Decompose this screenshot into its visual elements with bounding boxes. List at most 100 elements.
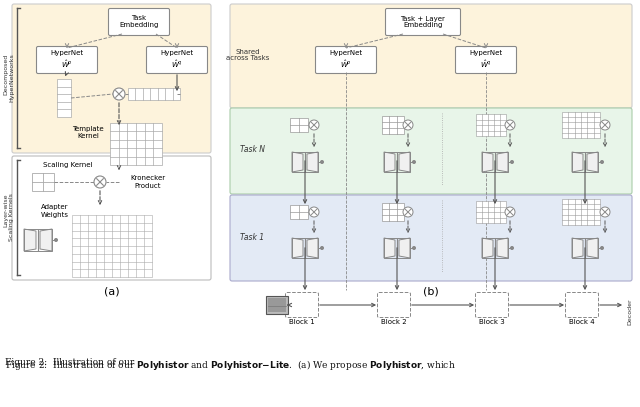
Text: Figure 2:  Illustration of our $\mathbf{Polyhistor}$ and $\mathbf{Polyhistor}$$\: Figure 2: Illustration of our $\mathbf{P…	[5, 358, 456, 372]
Circle shape	[505, 207, 515, 217]
Polygon shape	[482, 238, 493, 258]
Circle shape	[600, 247, 604, 249]
FancyBboxPatch shape	[476, 293, 509, 317]
Circle shape	[600, 120, 610, 130]
Bar	[266, 296, 288, 314]
FancyBboxPatch shape	[316, 46, 376, 74]
FancyBboxPatch shape	[230, 195, 632, 281]
Circle shape	[413, 247, 415, 249]
Text: (a): (a)	[104, 287, 120, 297]
Circle shape	[413, 160, 415, 164]
Bar	[382, 116, 404, 134]
Text: Block 4: Block 4	[569, 319, 595, 325]
Polygon shape	[307, 238, 318, 258]
Text: Adapter
Weights: Adapter Weights	[41, 204, 69, 217]
Polygon shape	[307, 152, 318, 172]
Bar	[292, 152, 318, 172]
Bar	[384, 238, 410, 258]
Bar	[292, 238, 318, 258]
FancyBboxPatch shape	[385, 9, 461, 35]
Polygon shape	[24, 229, 36, 251]
Bar	[384, 152, 410, 172]
Polygon shape	[40, 229, 52, 251]
Text: Decomposed
HyperNetworks: Decomposed HyperNetworks	[3, 54, 14, 103]
Bar	[382, 203, 404, 221]
FancyBboxPatch shape	[147, 46, 207, 74]
Polygon shape	[292, 238, 303, 258]
Bar	[268, 298, 286, 312]
Text: Task 1: Task 1	[240, 232, 264, 241]
Circle shape	[511, 247, 513, 249]
Text: Block 1: Block 1	[289, 319, 315, 325]
FancyBboxPatch shape	[456, 46, 516, 74]
Circle shape	[600, 160, 604, 164]
Text: (b): (b)	[423, 287, 439, 297]
FancyBboxPatch shape	[378, 293, 410, 317]
Polygon shape	[587, 238, 598, 258]
Text: HyperNet
$\hat{W}^p$: HyperNet $\hat{W}^p$	[51, 50, 84, 70]
Text: Block 2: Block 2	[381, 319, 407, 325]
Text: Layer-wise
Scaling Kernels: Layer-wise Scaling Kernels	[3, 194, 14, 241]
Circle shape	[94, 176, 106, 188]
Circle shape	[54, 239, 58, 241]
FancyBboxPatch shape	[109, 9, 170, 35]
Text: Block 3: Block 3	[479, 319, 505, 325]
Polygon shape	[497, 238, 508, 258]
Bar	[72, 215, 152, 277]
Bar	[572, 152, 598, 172]
Text: Scaling Kernel: Scaling Kernel	[44, 162, 93, 168]
Text: Figure 2:  Illustration of our: Figure 2: Illustration of our	[5, 358, 137, 367]
Bar	[290, 118, 308, 132]
Polygon shape	[482, 152, 493, 172]
Bar	[290, 205, 308, 219]
Polygon shape	[384, 238, 395, 258]
FancyBboxPatch shape	[285, 293, 319, 317]
Circle shape	[505, 120, 515, 130]
Polygon shape	[292, 152, 303, 172]
Bar	[482, 152, 508, 172]
Circle shape	[321, 160, 323, 164]
FancyBboxPatch shape	[230, 108, 632, 194]
Circle shape	[511, 160, 513, 164]
Bar	[128, 88, 180, 100]
Polygon shape	[399, 152, 410, 172]
Circle shape	[309, 207, 319, 217]
FancyBboxPatch shape	[12, 156, 211, 280]
FancyBboxPatch shape	[36, 46, 97, 74]
Polygon shape	[384, 152, 395, 172]
Text: HyperNet
$\hat{W}^q$: HyperNet $\hat{W}^q$	[161, 50, 193, 70]
Text: Task N: Task N	[239, 145, 264, 155]
Circle shape	[600, 207, 610, 217]
Bar	[57, 79, 71, 117]
Text: HyperNet
$\hat{W}^p$: HyperNet $\hat{W}^p$	[330, 50, 363, 70]
Circle shape	[403, 207, 413, 217]
Bar	[476, 201, 506, 223]
Bar	[24, 229, 52, 251]
Polygon shape	[572, 152, 583, 172]
Text: Decoder: Decoder	[627, 298, 632, 325]
Text: Kronecker
Product: Kronecker Product	[131, 175, 166, 188]
FancyBboxPatch shape	[566, 293, 598, 317]
Bar	[572, 238, 598, 258]
Bar	[32, 173, 54, 191]
Text: Task
Embedding: Task Embedding	[119, 15, 159, 28]
Text: Task + Layer
Embedding: Task + Layer Embedding	[401, 15, 445, 28]
Polygon shape	[399, 238, 410, 258]
Text: HyperNet
$\hat{W}^q$: HyperNet $\hat{W}^q$	[469, 50, 502, 70]
Polygon shape	[587, 152, 598, 172]
Circle shape	[321, 247, 323, 249]
Bar	[482, 238, 508, 258]
Polygon shape	[497, 152, 508, 172]
FancyBboxPatch shape	[12, 4, 211, 153]
Bar	[476, 114, 506, 136]
Text: Shared
across Tasks: Shared across Tasks	[227, 48, 269, 61]
FancyBboxPatch shape	[230, 4, 632, 108]
Bar	[562, 112, 600, 138]
Circle shape	[113, 88, 125, 100]
Text: Template
Kernel: Template Kernel	[72, 125, 104, 138]
Bar	[110, 123, 162, 165]
Circle shape	[403, 120, 413, 130]
Bar	[562, 199, 600, 225]
Polygon shape	[572, 238, 583, 258]
Circle shape	[309, 120, 319, 130]
